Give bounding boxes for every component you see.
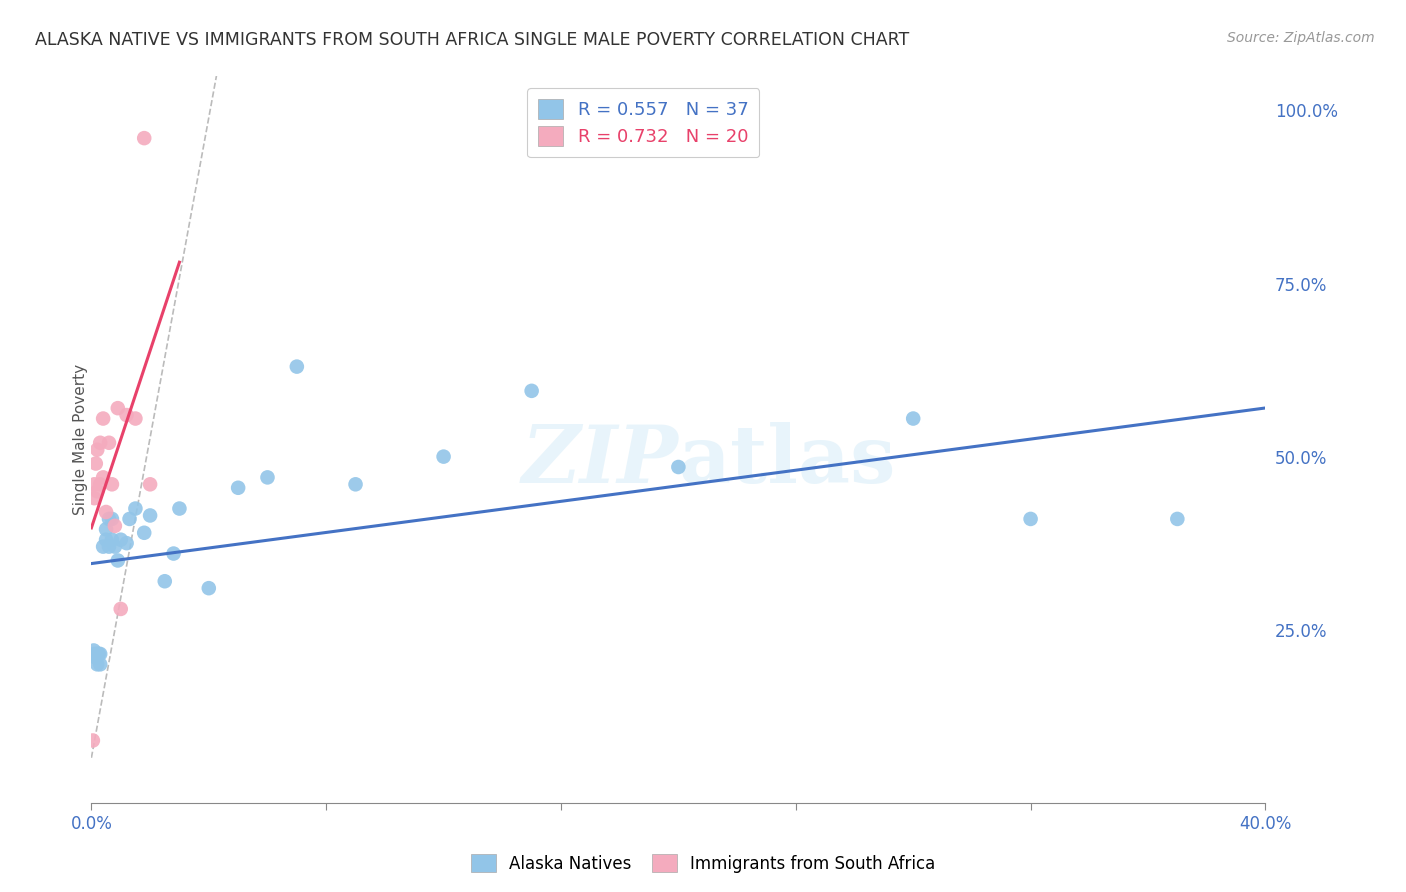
Point [89,647,111,661]
Point [98,540,121,554]
Point [520,384,543,398]
Point [344,477,367,491]
Point [226,481,249,495]
Text: ALASKA NATIVE VS IMMIGRANTS FROM SOUTH AFRICA SINGLE MALE POVERTY CORRELATION CH: ALASKA NATIVE VS IMMIGRANTS FROM SOUTH A… [35,31,910,49]
Point [197,581,219,595]
Point [91,470,114,484]
Point [89,657,111,672]
Point [91,540,114,554]
Point [101,533,124,547]
Point [104,519,127,533]
Point [256,470,278,484]
Text: Source: ZipAtlas.com: Source: ZipAtlas.com [1227,31,1375,45]
Point [94,505,117,519]
Point [84,457,107,471]
Point [134,525,156,540]
Point [91,411,114,425]
Point [153,574,176,589]
Point [903,411,925,425]
Point [115,408,138,422]
Point [83,643,105,657]
Point [139,477,162,491]
Point [86,647,108,661]
Point [83,477,105,491]
Point [82,733,104,747]
Point [86,484,108,499]
Point [169,501,191,516]
Point [118,512,141,526]
Point [89,435,111,450]
Point [86,657,108,672]
Point [432,450,454,464]
Point [87,647,110,661]
Point [104,540,127,554]
Point [107,401,129,416]
Y-axis label: Single Male Poverty: Single Male Poverty [73,364,87,515]
Point [162,547,184,561]
Point [83,491,105,505]
Point [124,411,146,425]
Point [134,131,156,145]
Point [285,359,308,374]
Point [1166,512,1188,526]
Point [86,442,108,457]
Point [139,508,162,523]
Text: ZIP: ZIP [522,423,678,500]
Point [101,512,124,526]
Point [107,553,129,567]
Point [115,536,138,550]
Point [98,435,121,450]
Legend: Alaska Natives, Immigrants from South Africa: Alaska Natives, Immigrants from South Af… [464,847,942,880]
Legend: R = 0.557   N = 37, R = 0.732   N = 20: R = 0.557 N = 37, R = 0.732 N = 20 [527,88,759,157]
Point [94,533,117,547]
Point [83,647,105,661]
Point [98,512,121,526]
Text: atlas: atlas [678,422,896,500]
Point [1019,512,1042,526]
Point [101,477,124,491]
Point [666,460,689,475]
Point [110,533,132,547]
Point [110,602,132,616]
Point [89,477,111,491]
Point [94,522,117,536]
Point [124,501,146,516]
Point [84,650,107,665]
